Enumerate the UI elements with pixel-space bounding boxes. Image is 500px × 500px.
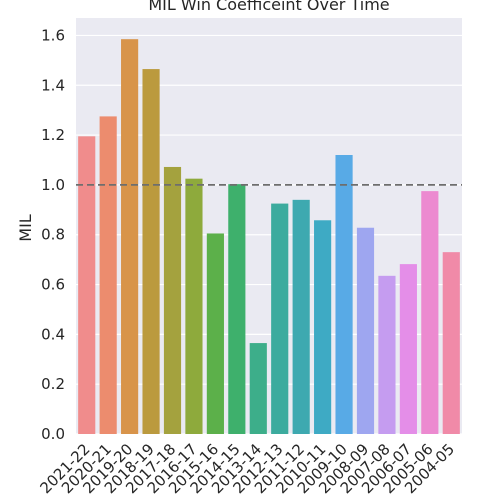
y-tick-label: 1.0 (41, 176, 65, 194)
y-tick-label: 0.6 (41, 276, 65, 294)
y-tick-label: 0.8 (41, 226, 65, 244)
bar-2020-21 (99, 116, 117, 435)
y-tick-label: 1.2 (41, 126, 65, 144)
bar-2019-20 (121, 39, 139, 435)
bar-2018-19 (142, 69, 160, 435)
bar-2013-14 (249, 343, 267, 434)
bar-2017-18 (163, 166, 182, 434)
x-tick-labels: 2021-222020-212019-202018-192017-182016-… (36, 440, 458, 497)
y-axis-label: MIL (16, 214, 35, 242)
bar-2021-22 (78, 136, 96, 434)
bars (78, 39, 460, 435)
y-tick-label: 1.6 (41, 26, 65, 44)
y-tick-label: 0.4 (41, 325, 65, 343)
y-tick-label: 0.0 (41, 425, 65, 443)
y-tick-labels: 0.0 0.2 0.4 0.6 0.8 1.0 1.2 1.4 1.6 (41, 26, 65, 443)
plot-background (76, 18, 462, 434)
bar-2005-06 (421, 191, 439, 434)
bar-2012-13 (271, 203, 289, 434)
y-tick-label: 1.4 (41, 76, 65, 94)
bar-2015-16 (206, 233, 224, 434)
bar-2016-17 (185, 178, 203, 434)
bar-2011-12 (292, 199, 310, 434)
bar-2004-05 (442, 252, 460, 434)
bar-2007-08 (378, 275, 396, 434)
bar-2006-07 (399, 264, 417, 434)
bar-2014-15 (228, 184, 246, 434)
y-tick-label: 0.2 (41, 375, 65, 393)
chart-title: MIL Win Coefficeint Over Time (148, 0, 389, 14)
bar-2009-10 (335, 155, 353, 434)
bar-2008-09 (356, 227, 375, 434)
bar-2010-11 (314, 220, 332, 434)
